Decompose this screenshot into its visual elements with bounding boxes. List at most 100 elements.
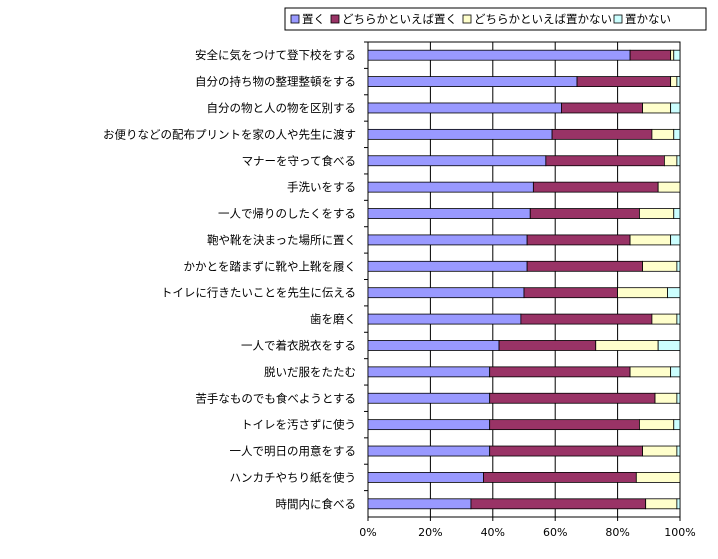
category-label: お便りなどの配布プリントを家の人や先生に渡す [103,127,356,141]
bar-segment-2 [526,234,631,246]
bar-segment-4 [676,313,681,325]
bar-segment-2 [523,287,618,299]
x-tick-label: 40% [481,526,505,539]
bar-segment-3 [657,181,681,193]
bar-segment-1 [367,498,472,510]
bar-segment-4 [676,155,681,167]
category-label: トイレに行きたいことを先生に伝える [161,286,356,300]
bar-segment-1 [367,313,522,325]
plot-area [364,41,681,518]
x-tick-label: 0% [359,526,376,539]
category-label: 時間内に食べる [276,497,357,511]
bar-segment-4 [676,260,681,272]
bar-segment-1 [367,155,547,167]
bar-segment-1 [367,128,553,140]
legend-label: 置かない [625,12,671,26]
bar-segment-3 [645,498,678,510]
bar-segment-2 [470,498,647,510]
chart-legend: 置く どちらかといえば置く どちらかといえば置かない 置かない [284,7,707,31]
bar-segment-1 [367,102,562,114]
bar-segment-1 [367,181,534,193]
category-label: 脱いだ服をたたむ [264,365,356,379]
bar-segment-1 [367,340,500,351]
bar-segment-3 [670,76,678,87]
bar-segment-2 [551,128,653,140]
bar-segment-3 [651,128,675,140]
bar-segment-3 [642,445,678,457]
bar-segment-1 [367,445,491,457]
category-label: 一人で明日の用意をする [230,444,357,458]
category-label: 自分の物と人の物を区別する [207,101,357,115]
bar-segment-2 [545,155,665,167]
bar-segment-2 [489,419,640,431]
bar-segment-2 [526,260,643,272]
bar-segment-3 [639,208,675,219]
bar-segment-3 [664,155,678,167]
bar-segment-3 [642,102,672,114]
bar-segment-1 [367,366,491,378]
bar-segment-3 [670,49,675,61]
bar-segment-4 [673,419,681,431]
legend-swatch [290,14,300,24]
legend-box [284,7,707,31]
bar-segment-4 [676,445,681,457]
bar-segment-3 [642,260,678,272]
category-label: トイレを汚さずに使う [241,418,356,432]
bar-segment-4 [657,340,681,351]
bar-segment-1 [367,49,631,61]
category-label: 手洗いをする [287,180,356,194]
bar-segment-3 [617,287,668,299]
category-label: マナーを守って食べる [242,154,356,168]
bar-segment-1 [367,234,528,246]
legend-swatch [613,14,623,24]
bar-segment-1 [367,392,491,404]
bar-segment-4 [667,287,681,299]
bar-segment-2 [498,340,597,351]
bar-segment-4 [676,392,681,404]
bar-segment-2 [629,49,672,61]
x-tick-label: 20% [418,526,442,539]
bar-segment-1 [367,287,525,299]
bar-segment-2 [529,208,640,219]
legend-swatch [462,14,472,24]
legend-label: 置く [302,12,325,26]
category-label: 一人で帰りのしたくをする [218,207,356,221]
bar-segment-1 [367,419,491,431]
plot-frame [367,41,681,518]
bar-segment-2 [489,392,656,404]
bar-segment-2 [483,472,637,483]
x-axis-ticks: 0% 20% 40% 60% 80% 100% [359,517,696,539]
bar-segment-2 [576,76,672,87]
bar-segment-4 [673,128,681,140]
category-label: 自分の持ち物の整理整頓をする [195,75,356,89]
category-label: かかとを踏まずに靴や上靴を履く [184,259,357,273]
x-tick-label: 60% [543,526,567,539]
bar-segment-4 [676,76,681,87]
category-label: 一人で着衣脱衣をする [241,338,356,352]
bar-segment-2 [489,366,631,378]
legend-swatch [330,14,340,24]
bar-segment-4 [670,366,681,378]
category-label: 歯を磨く [310,312,356,326]
bar-segment-4 [673,208,681,219]
bar-segment-1 [367,76,578,87]
legend-label: どちらかといえば置く [342,12,457,26]
bar-segment-3 [629,234,672,246]
legend-label: どちらかといえば置かない [474,12,612,26]
bar-segment-3 [635,472,681,483]
bar-segment-2 [532,181,659,193]
category-label: 鞄や靴を決まった場所に置く [207,233,356,247]
bar-segment-3 [651,313,678,325]
category-label: 安全に気をつけて登下校をする [195,48,356,62]
category-label: 苦手なものでも食べようとする [195,391,356,405]
bar-segment-3 [654,392,678,404]
bar-segment-3 [629,366,672,378]
bar-segment-2 [489,445,643,457]
bar-segment-1 [367,208,531,219]
bar-segment-3 [595,340,659,351]
x-tick-label: 80% [605,526,629,539]
bar-segment-2 [561,102,643,114]
bar-segment-1 [367,260,528,272]
bar-segment-2 [520,313,653,325]
